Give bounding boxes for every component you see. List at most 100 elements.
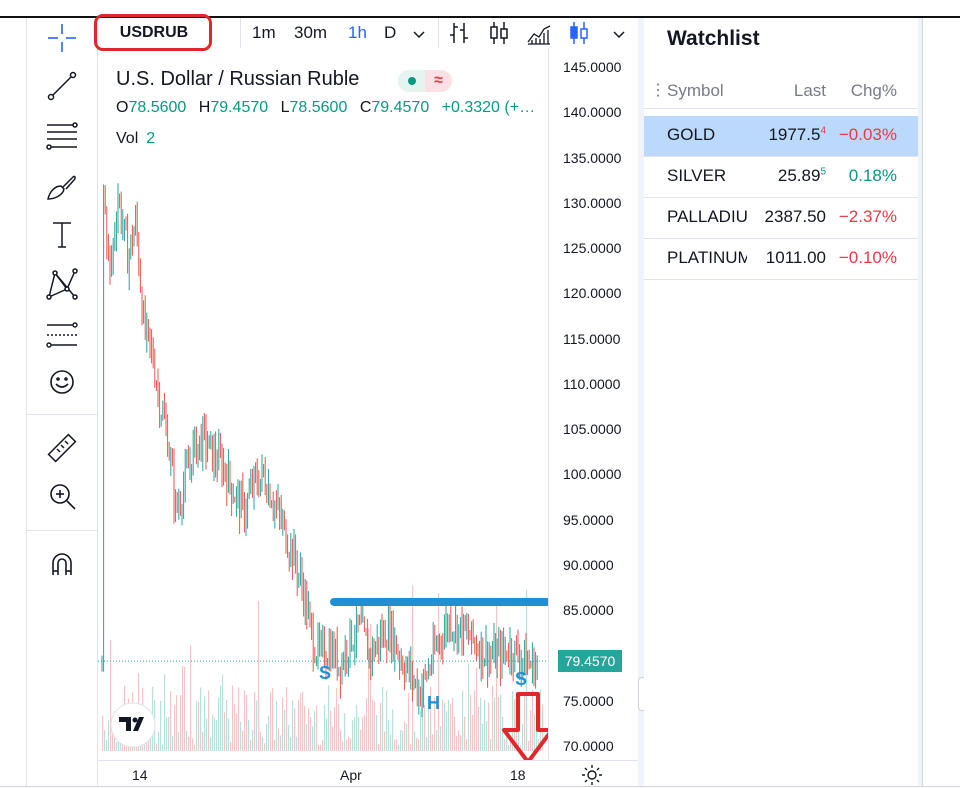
brush-icon[interactable] [42, 168, 82, 204]
volume-bar [158, 732, 160, 751]
column-chg[interactable]: Chg% [850, 81, 897, 100]
chevron-down-icon[interactable] [606, 21, 632, 47]
area-style-icon[interactable] [526, 20, 552, 46]
volume-bar [356, 704, 358, 751]
right-shoulder-label: S [515, 669, 527, 689]
volume-bar [366, 698, 368, 751]
volume-bar [302, 691, 304, 751]
symbol-search-button[interactable]: USDRUB [98, 18, 210, 48]
volume-bar [524, 692, 526, 751]
volume-bar [236, 713, 238, 751]
volume-bar [480, 697, 482, 751]
volume-bar [286, 687, 288, 751]
drag-handle-icon[interactable]: ⋮ [650, 82, 666, 99]
interval-d[interactable]: D [384, 23, 397, 42]
volume-bar [460, 734, 462, 751]
trend-line-icon[interactable] [42, 68, 82, 104]
volume-bar [198, 701, 200, 751]
volume-bar [402, 730, 404, 751]
price-tick: 135.0000 [563, 149, 622, 166]
pattern-icon[interactable] [42, 266, 82, 302]
volume-bar [306, 724, 308, 751]
volume-bar [204, 696, 206, 751]
interval-30m[interactable]: 30m [294, 23, 328, 42]
interval-1m[interactable]: 1m [252, 23, 276, 42]
price-tick: 95.0000 [563, 511, 614, 528]
price-chart-canvas[interactable]: S H S [98, 48, 548, 760]
change-value: +0.3320 (+… [441, 99, 536, 116]
column-last[interactable]: Last [793, 81, 826, 100]
volume-bar [396, 739, 398, 751]
volume-bar [446, 711, 448, 751]
magnet-icon[interactable] [42, 546, 82, 582]
text-icon[interactable] [42, 216, 82, 252]
volume-bar [468, 663, 470, 751]
volume-bar [346, 739, 348, 751]
volume-bar [466, 739, 468, 751]
volume-bar [386, 690, 388, 751]
watchlist-change: −0.10% [838, 248, 897, 267]
column-symbol[interactable]: Symbol [667, 81, 724, 100]
crosshair-icon[interactable] [42, 20, 82, 56]
volume-bar [470, 694, 472, 751]
fib-retracement-icon[interactable] [42, 118, 82, 154]
watchlist-row[interactable]: PLATINUM 1011.00 −0.10% [644, 239, 918, 280]
volume-bar [490, 739, 492, 751]
volume-bar [246, 695, 248, 751]
volume-bar [518, 721, 520, 751]
volume-bar [428, 699, 430, 751]
market-open-dot-icon [398, 70, 425, 92]
watchlist-last: 1011.00 [765, 248, 826, 267]
volume-bar [282, 697, 284, 751]
price-tick: 140.0000 [563, 104, 622, 121]
volume-bar [500, 694, 502, 751]
volume-bar [270, 691, 272, 751]
volume-bar [162, 744, 164, 751]
volume-bar [452, 697, 454, 751]
volume-bar [344, 713, 346, 751]
volume-bar [390, 734, 392, 751]
zoom-in-icon[interactable] [42, 478, 82, 514]
ruler-icon[interactable] [42, 430, 82, 466]
candles-style-icon[interactable] [486, 20, 512, 46]
volume-bar [106, 740, 108, 751]
volume-bar [268, 715, 270, 751]
panel-edge [918, 18, 922, 787]
volume-bar [448, 699, 450, 751]
volume-bar [334, 707, 336, 751]
bar-chart-style-icon[interactable] [446, 20, 472, 46]
settings-gear-icon[interactable] [580, 763, 604, 787]
volume-bar [418, 739, 420, 751]
watchlist-change: 0.18% [848, 166, 897, 185]
panel-divider[interactable] [638, 18, 644, 787]
volume-bar [170, 691, 172, 751]
volume-bar [276, 701, 278, 751]
price-tick: 75.0000 [563, 692, 614, 709]
hollow-candles-icon[interactable] [566, 20, 592, 46]
header-separator [438, 18, 439, 48]
volume-bar [168, 716, 170, 751]
volume-bar [156, 743, 158, 751]
watchlist-row[interactable]: GOLD 1977.54 −0.03% [644, 116, 918, 157]
volume-bar [502, 716, 504, 751]
watchlist-row[interactable]: SILVER 25.895 0.18% [644, 157, 918, 198]
toolbar-separator [27, 414, 97, 415]
volume-bar [112, 730, 114, 751]
volume-bar [230, 741, 232, 751]
volume-bar [262, 737, 264, 751]
volume-bar [458, 730, 460, 751]
panel-edge [922, 18, 923, 787]
price-tick: 115.0000 [563, 330, 621, 347]
price-axis[interactable]: 145.0000 140.0000 135.0000 130.0000 125.0000… [548, 48, 639, 760]
forecast-icon[interactable] [42, 316, 82, 352]
market-status-pill[interactable]: ≈ [398, 70, 452, 92]
chart-symbol-title: U.S. Dollar / Russian Ruble [116, 68, 360, 90]
volume-bar [278, 728, 280, 751]
tradingview-logo[interactable] [110, 702, 156, 748]
interval-1h[interactable]: 1h [348, 23, 367, 42]
chevron-down-icon[interactable] [406, 21, 432, 47]
watchlist-row[interactable]: PALLADIUM 2387.50 −2.37% [644, 198, 918, 239]
time-axis[interactable]: 14 Apr 18 [98, 760, 638, 788]
emoji-icon[interactable] [42, 364, 82, 400]
volume-bar [224, 711, 226, 751]
